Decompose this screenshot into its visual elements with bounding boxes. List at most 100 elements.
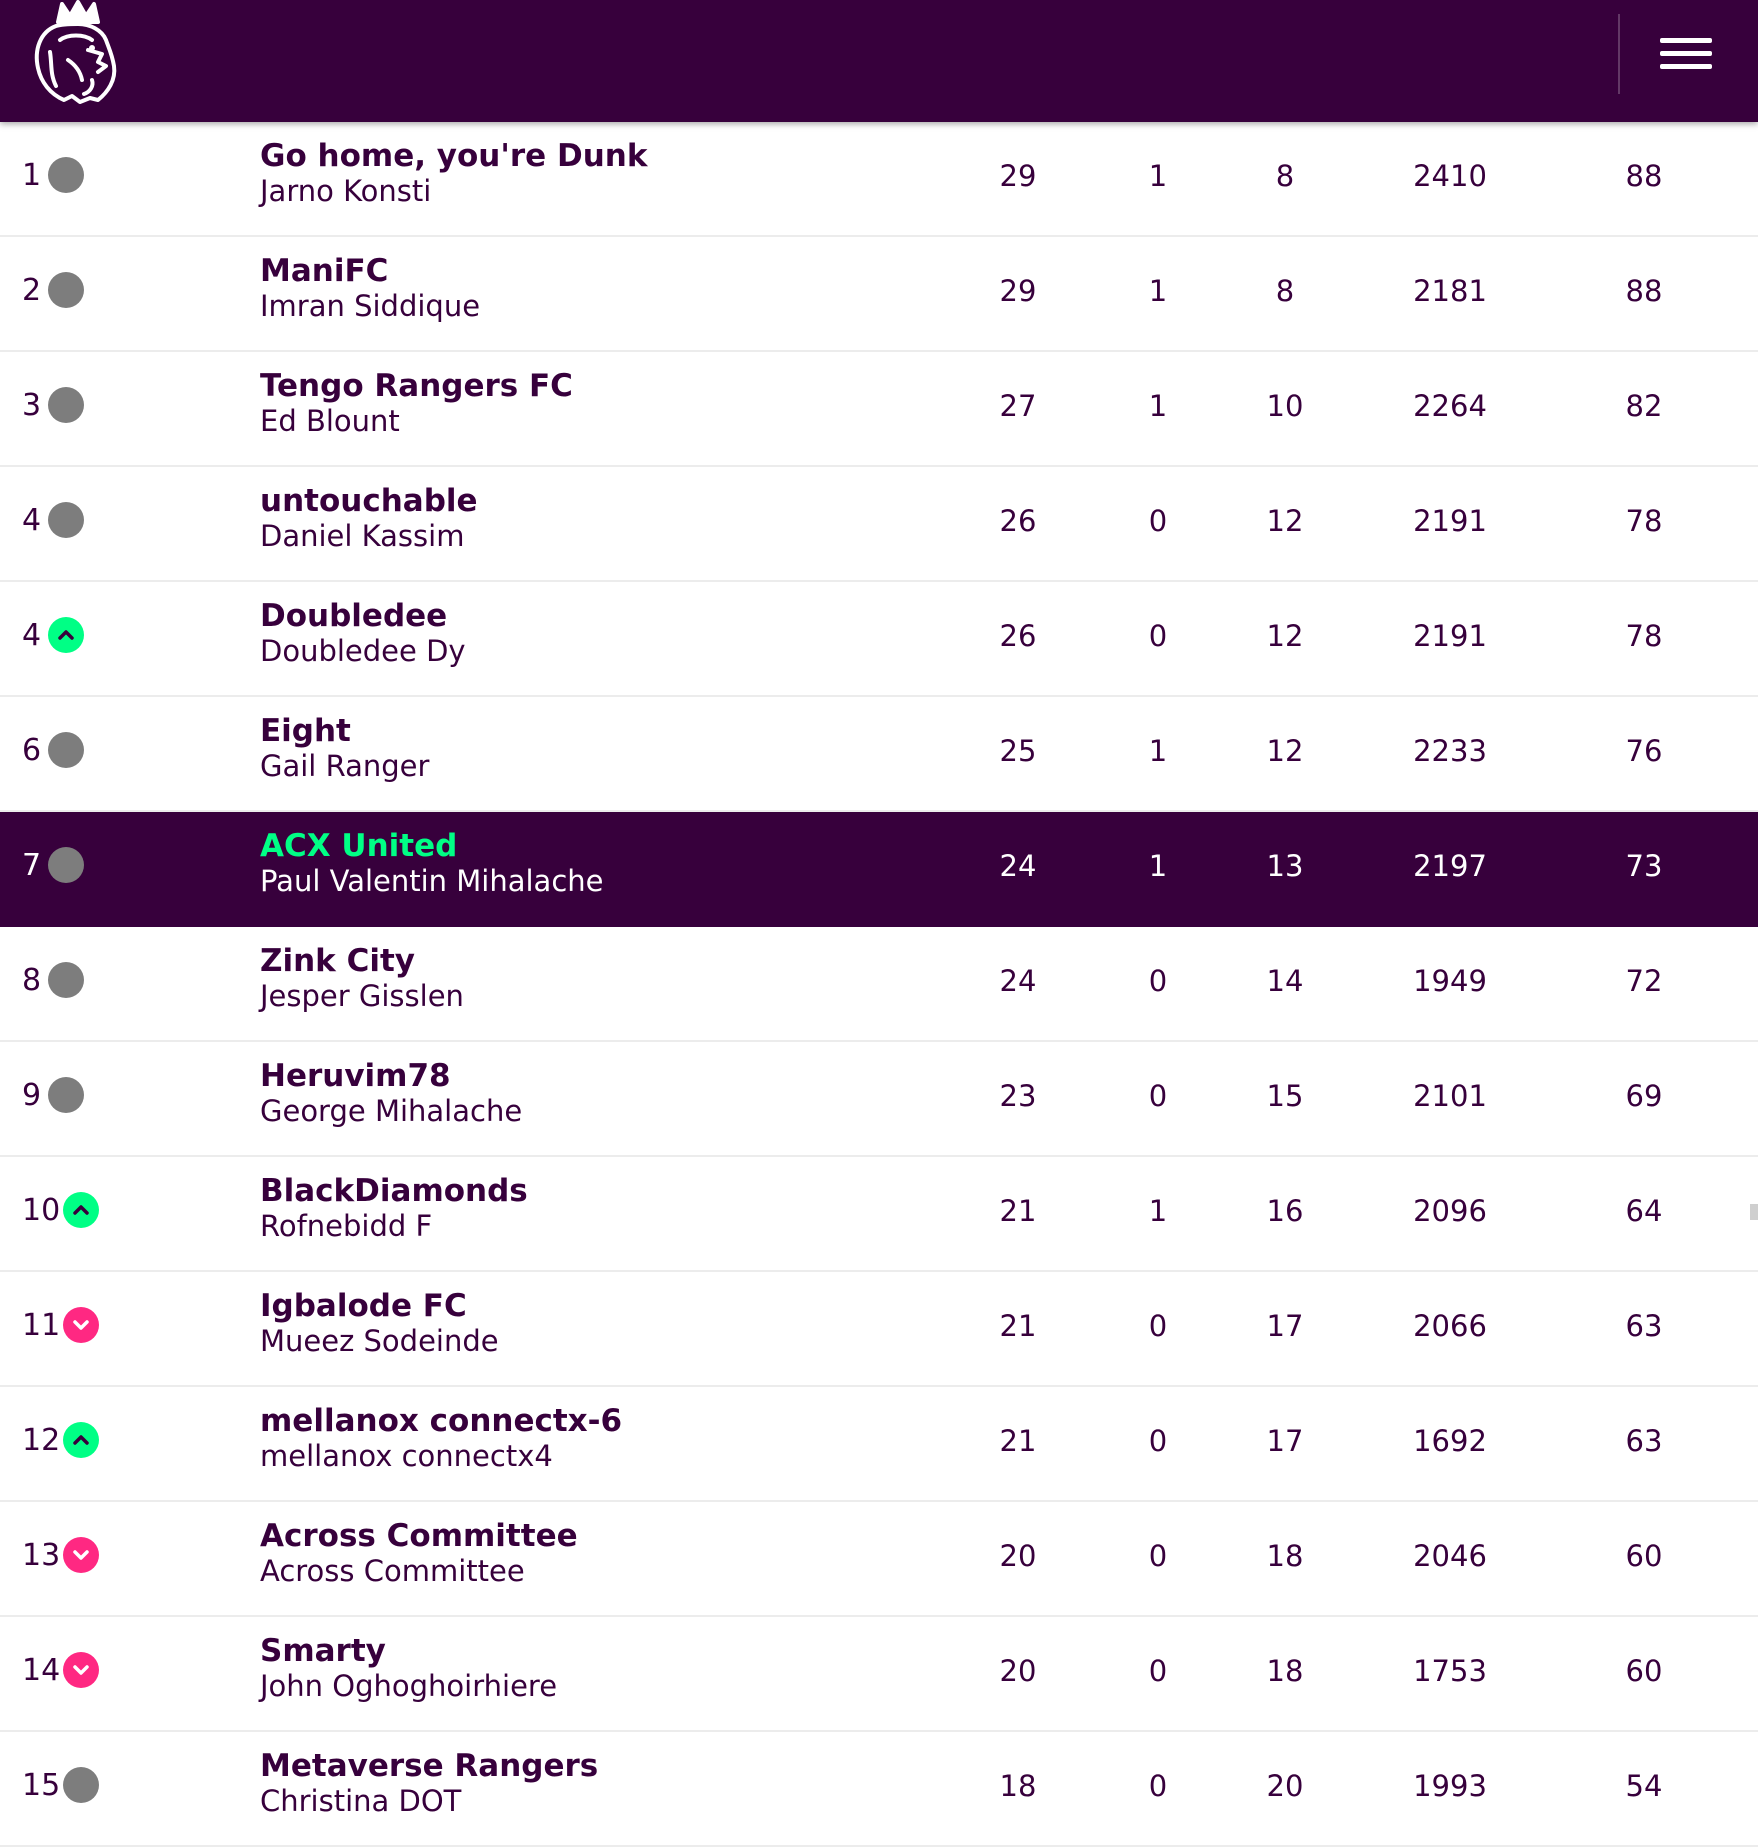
stat-col-1: 20	[999, 1654, 1037, 1688]
manager-name: Doubledee Dy	[260, 634, 466, 668]
team-name[interactable]: untouchable	[260, 483, 478, 519]
stat-col-5: 88	[1625, 274, 1663, 308]
table-row[interactable]: 2 ManiFC Imran Siddique 29 1 8 2181 88	[0, 237, 1758, 352]
rank-unchanged-icon	[63, 1767, 99, 1803]
manager-name: Daniel Kassim	[260, 519, 465, 553]
team-name[interactable]: Doubledee	[260, 598, 448, 634]
table-row[interactable]: 4 Doubledee Doubledee Dy 26 0 12 2191 78	[0, 582, 1758, 697]
table-row[interactable]: 4 untouchable Daniel Kassim 26 0 12 2191 78	[0, 467, 1758, 582]
stat-col-1: 29	[999, 159, 1037, 193]
stat-col-2: 1	[1148, 159, 1168, 193]
team-name[interactable]: Metaverse Rangers	[260, 1748, 599, 1784]
rank-unchanged-icon	[48, 962, 84, 998]
stat-col-3: 13	[1266, 849, 1304, 883]
manager-name: Across Committee	[260, 1554, 525, 1588]
stat-col-2: 0	[1148, 1654, 1168, 1688]
stat-col-3: 18	[1266, 1654, 1304, 1688]
scrollbar-thumb[interactable]	[1750, 1204, 1758, 1220]
rank-up-icon	[63, 1192, 99, 1228]
rank-number: 1	[22, 158, 42, 193]
stat-col-4: 1993	[1413, 1769, 1487, 1803]
table-row[interactable]: 7 ACX United Paul Valentin Mihalache 24 1 13 2…	[0, 812, 1758, 927]
team-name[interactable]: Zink City	[260, 943, 415, 979]
stat-col-2: 0	[1148, 1424, 1168, 1458]
stat-col-4: 2046	[1413, 1539, 1487, 1573]
stat-col-3: 8	[1275, 159, 1295, 193]
team-name[interactable]: mellanox connectx-6	[260, 1403, 623, 1439]
rank-number: 12	[22, 1423, 61, 1458]
stat-col-3: 12	[1266, 504, 1304, 538]
stat-col-2: 0	[1148, 619, 1168, 653]
rank-number: 14	[22, 1653, 61, 1688]
rank-number: 13	[22, 1538, 61, 1573]
stat-col-2: 1	[1148, 274, 1168, 308]
rank-number: 2	[22, 273, 42, 308]
table-row[interactable]: 1 Go home, you're Dunk Jarno Konsti 29 1 8 241…	[0, 122, 1758, 237]
manager-name: Gail Ranger	[260, 749, 430, 783]
stat-col-1: 20	[999, 1539, 1037, 1573]
stat-col-1: 18	[999, 1769, 1037, 1803]
team-name[interactable]: ManiFC	[260, 253, 389, 289]
stat-col-1: 24	[999, 849, 1037, 883]
team-name[interactable]: Heruvim78	[260, 1058, 451, 1094]
team-name[interactable]: ACX United	[260, 828, 458, 864]
manager-name: mellanox connectx4	[260, 1439, 553, 1473]
stat-col-5: 78	[1625, 504, 1663, 538]
table-row[interactable]: 11 Igbalode FC Mueez Sodeinde 21 0 17 2066 63	[0, 1272, 1758, 1387]
hamburger-menu-icon[interactable]	[1660, 36, 1712, 72]
stat-col-3: 12	[1266, 734, 1304, 768]
stat-col-3: 10	[1266, 389, 1304, 423]
rank-unchanged-icon	[48, 732, 84, 768]
stat-col-2: 0	[1148, 964, 1168, 998]
team-name[interactable]: Tengo Rangers FC	[260, 368, 573, 404]
stat-col-5: 63	[1625, 1309, 1663, 1343]
team-name[interactable]: BlackDiamonds	[260, 1173, 528, 1209]
manager-name: George Mihalache	[260, 1094, 523, 1128]
stat-col-5: 78	[1625, 619, 1663, 653]
rank-number: 9	[22, 1078, 42, 1113]
stat-col-5: 76	[1625, 734, 1663, 768]
stat-col-2: 1	[1148, 1194, 1168, 1228]
stat-col-1: 23	[999, 1079, 1037, 1113]
rank-number: 7	[22, 848, 42, 883]
stat-col-2: 0	[1148, 1079, 1168, 1113]
table-row[interactable]: 3 Tengo Rangers FC Ed Blount 27 1 10 2264 82	[0, 352, 1758, 467]
table-row[interactable]: 14 Smarty John Oghoghoirhiere 20 0 18 1753 60	[0, 1617, 1758, 1732]
stat-col-1: 25	[999, 734, 1037, 768]
rank-up-icon	[48, 617, 84, 653]
team-name[interactable]: Igbalode FC	[260, 1288, 467, 1324]
rank-unchanged-icon	[48, 157, 84, 193]
team-name[interactable]: Across Committee	[260, 1518, 578, 1554]
stat-col-4: 2101	[1413, 1079, 1487, 1113]
stat-col-1: 26	[999, 504, 1037, 538]
stat-col-3: 18	[1266, 1539, 1304, 1573]
stat-col-4: 1949	[1413, 964, 1487, 998]
table-row[interactable]: 15 Metaverse Rangers Christina DOT 18 0 20 199…	[0, 1732, 1758, 1847]
team-name[interactable]: Smarty	[260, 1633, 386, 1669]
rank-down-icon	[63, 1307, 99, 1343]
stat-col-4: 1692	[1413, 1424, 1487, 1458]
top-header-bar	[0, 0, 1758, 122]
table-row[interactable]: 9 Heruvim78 George Mihalache 23 0 15 2101 69	[0, 1042, 1758, 1157]
table-row[interactable]: 12 mellanox connectx-6 mellanox connectx4 2…	[0, 1387, 1758, 1502]
premier-league-lion-icon[interactable]	[28, 0, 128, 110]
stat-col-3: 17	[1266, 1424, 1304, 1458]
rank-number: 6	[22, 733, 42, 768]
stat-col-3: 16	[1266, 1194, 1304, 1228]
team-name[interactable]: Go home, you're Dunk	[260, 138, 648, 174]
team-name[interactable]: Eight	[260, 713, 351, 749]
stat-col-2: 1	[1148, 849, 1168, 883]
rank-number: 4	[22, 503, 42, 538]
table-row[interactable]: 6 Eight Gail Ranger 25 1 12 2233 76	[0, 697, 1758, 812]
rank-number: 8	[22, 963, 42, 998]
table-row[interactable]: 10 BlackDiamonds Rofnebidd F 21 1 16 2096 64	[0, 1157, 1758, 1272]
rank-unchanged-icon	[48, 1077, 84, 1113]
table-row[interactable]: 8 Zink City Jesper Gisslen 24 0 14 1949 72	[0, 927, 1758, 1042]
rank-number: 3	[22, 388, 42, 423]
stat-col-4: 2233	[1413, 734, 1487, 768]
stat-col-3: 12	[1266, 619, 1304, 653]
rank-unchanged-icon	[48, 387, 84, 423]
stat-col-1: 21	[999, 1424, 1037, 1458]
header-divider	[1618, 14, 1620, 94]
table-row[interactable]: 13 Across Committee Across Committee 20 0 18 2…	[0, 1502, 1758, 1617]
